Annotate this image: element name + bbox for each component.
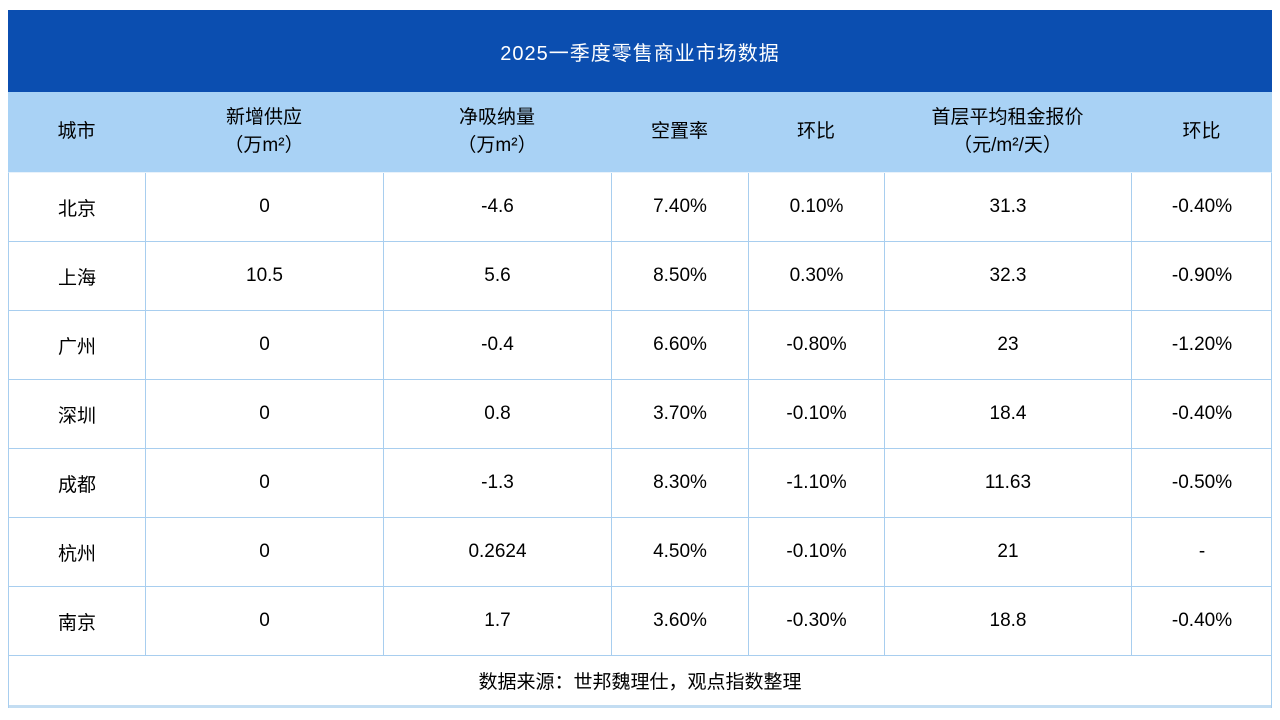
col-header-label: 新增供应 (225, 107, 302, 129)
cell-rent-mom: -0.40% (1131, 173, 1272, 241)
cell-rent: 32.3 (884, 242, 1131, 310)
table-row-guangzhou: 广州 0 -0.4 6.60% -0.80% 23 -1.20% (9, 310, 1271, 379)
cell-rent-mom: -1.20% (1131, 311, 1272, 379)
cell-vacancy-rate: 3.60% (611, 587, 748, 655)
col-header-label: 环比 (1182, 121, 1221, 143)
cell-rent: 23 (884, 311, 1131, 379)
cell-city: 杭州 (57, 543, 96, 565)
cell-rent: 18.8 (884, 587, 1131, 655)
cell-rent: 21 (884, 518, 1131, 586)
cell-city: 广州 (57, 336, 96, 358)
cell-vacancy-rate: 4.50% (611, 518, 748, 586)
cell-rent-mom: -0.40% (1131, 587, 1272, 655)
table-row-nanjing: 南京 0 1.7 3.60% -0.30% 18.8 -0.40% (9, 586, 1271, 655)
source-note: 数据来源：世邦魏理仕，观点指数整理 (478, 672, 802, 693)
cell-vacancy-mom: -0.30% (748, 587, 884, 655)
col-header-vacancy-mom: 环比 (748, 92, 884, 172)
cell-city: 南京 (57, 612, 96, 634)
cell-vacancy-mom: 0.30% (748, 242, 884, 310)
cell-city: 深圳 (57, 405, 96, 427)
cell-vacancy-mom: 0.10% (748, 173, 884, 241)
cell-new-supply: 0 (145, 449, 383, 517)
col-header-unit: （万m²） (457, 135, 537, 156)
col-header-new-supply: 新增供应 （万m²） (145, 92, 383, 172)
cell-vacancy-rate: 8.30% (611, 449, 748, 517)
cell-vacancy-mom: -0.80% (748, 311, 884, 379)
table-row-shenzhen: 深圳 0 0.8 3.70% -0.10% 18.4 -0.40% (9, 379, 1271, 448)
table-title: 2025一季度零售商业市场数据 (500, 42, 780, 65)
col-header-net-absorption: 净吸纳量 （万m²） (383, 92, 611, 172)
market-data-table: 2025一季度零售商业市场数据 城市 新增供应 （万m²） 净吸纳量 （万m²）… (8, 10, 1272, 708)
cell-vacancy-mom: -1.10% (748, 449, 884, 517)
col-header-rent: 首层平均租金报价 （元/m²/天） (884, 92, 1131, 172)
cell-vacancy-rate: 3.70% (611, 380, 748, 448)
col-header-unit: （元/m²/天） (953, 135, 1062, 156)
col-header-vacancy-rate: 空置率 (611, 92, 748, 172)
cell-vacancy-mom: -0.10% (748, 380, 884, 448)
table-row-chengdu: 成都 0 -1.3 8.30% -1.10% 11.63 -0.50% (9, 448, 1271, 517)
col-header-unit: （万m²） (224, 135, 304, 156)
cell-rent: 18.4 (884, 380, 1131, 448)
cell-rent: 11.63 (884, 449, 1131, 517)
cell-rent-mom: -0.40% (1131, 380, 1272, 448)
table-header-row: 城市 新增供应 （万m²） 净吸纳量 （万m²） 空置率 环比 首层平均租金报价 (8, 92, 1272, 172)
cell-vacancy-rate: 8.50% (611, 242, 748, 310)
cell-vacancy-rate: 6.60% (611, 311, 748, 379)
cell-rent-mom: -0.90% (1131, 242, 1272, 310)
cell-new-supply: 0 (145, 173, 383, 241)
cell-new-supply: 0 (145, 380, 383, 448)
table-row-beijing: 北京 0 -4.6 7.40% 0.10% 31.3 -0.40% (9, 173, 1271, 241)
cell-rent-mom: - (1131, 518, 1272, 586)
cell-net-absorption: 0.8 (383, 380, 611, 448)
cell-new-supply: 0 (145, 518, 383, 586)
col-header-label: 空置率 (650, 121, 708, 143)
col-header-label: 净吸纳量 (458, 107, 535, 129)
cell-city: 上海 (57, 267, 96, 289)
table-title-bar: 2025一季度零售商业市场数据 (8, 10, 1272, 92)
col-header-label: 城市 (57, 121, 96, 143)
cell-net-absorption: -0.4 (383, 311, 611, 379)
cell-city: 成都 (57, 474, 96, 496)
col-header-rent-mom: 环比 (1131, 92, 1272, 172)
cell-rent-mom: -0.50% (1131, 449, 1272, 517)
cell-net-absorption: 1.7 (383, 587, 611, 655)
table-source-row: 数据来源：世邦魏理仕，观点指数整理 (9, 655, 1271, 708)
cell-net-absorption: -4.6 (383, 173, 611, 241)
cell-vacancy-rate: 7.40% (611, 173, 748, 241)
cell-net-absorption: -1.3 (383, 449, 611, 517)
cell-net-absorption: 0.2624 (383, 518, 611, 586)
cell-net-absorption: 5.6 (383, 242, 611, 310)
col-header-label: 首层平均租金报价 (931, 107, 1084, 129)
col-header-label: 环比 (796, 121, 835, 143)
table-row-hangzhou: 杭州 0 0.2624 4.50% -0.10% 21 - (9, 517, 1271, 586)
col-header-city: 城市 (8, 92, 145, 172)
table-body: 北京 0 -4.6 7.40% 0.10% 31.3 -0.40% 上海 10.… (8, 172, 1272, 708)
cell-new-supply: 10.5 (145, 242, 383, 310)
cell-vacancy-mom: -0.10% (748, 518, 884, 586)
cell-rent: 31.3 (884, 173, 1131, 241)
cell-new-supply: 0 (145, 587, 383, 655)
cell-new-supply: 0 (145, 311, 383, 379)
cell-city: 北京 (57, 198, 96, 220)
table-row-shanghai: 上海 10.5 5.6 8.50% 0.30% 32.3 -0.90% (9, 241, 1271, 310)
